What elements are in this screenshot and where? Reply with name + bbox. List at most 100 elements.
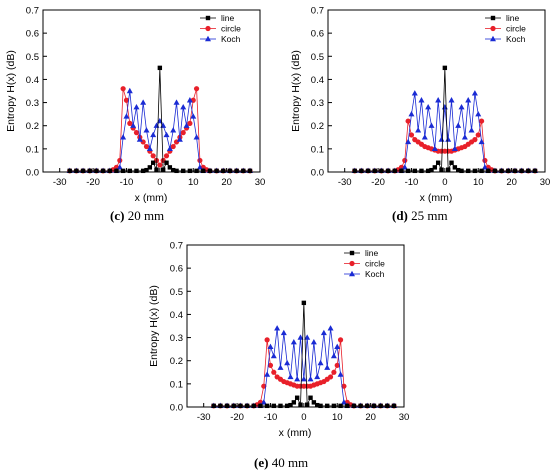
legend-marker	[349, 250, 355, 256]
data-point	[160, 167, 166, 172]
data-point	[432, 165, 438, 170]
x-tick-label: -30	[53, 177, 67, 188]
data-point	[337, 371, 344, 377]
data-point	[405, 118, 411, 124]
series-line	[69, 90, 250, 172]
data-point	[170, 143, 176, 150]
data-point	[307, 376, 314, 382]
x-tick-label: -10	[120, 177, 134, 188]
data-point	[187, 120, 193, 126]
data-point	[144, 167, 149, 173]
y-tick-label: 0.2	[26, 121, 39, 132]
data-point	[486, 168, 491, 174]
legend-marker	[490, 15, 496, 21]
data-point	[181, 168, 186, 174]
data-point	[180, 130, 186, 136]
data-point	[471, 90, 478, 96]
legend-label: circle	[221, 24, 241, 34]
data-point	[352, 168, 357, 174]
x-tick-label: 20	[221, 177, 232, 188]
data-point	[267, 343, 274, 350]
data-point	[455, 122, 462, 128]
data-point	[224, 403, 230, 409]
panel-e: 0.0 0.1 0.2 0.3 0.4 0.5 0.6 0.7 -30 -20 -10 0 10 20 30…	[148, 241, 409, 471]
legend-label: circle	[506, 24, 526, 34]
legend-marker	[490, 35, 496, 42]
x-tick-label: 20	[365, 412, 376, 423]
series-line	[354, 120, 535, 172]
y-tick-label: 0.2	[311, 121, 324, 132]
data-point	[154, 167, 159, 172]
series-line	[354, 67, 535, 172]
caption-letter: (d)	[392, 208, 408, 223]
data-point	[408, 132, 415, 138]
data-point	[385, 403, 390, 409]
data-point	[438, 136, 445, 142]
data-point	[304, 402, 310, 407]
data-point	[120, 168, 126, 174]
data-point	[300, 376, 307, 382]
data-point	[458, 104, 465, 110]
series-line	[67, 65, 253, 174]
data-point	[140, 168, 146, 174]
data-point	[331, 403, 337, 409]
data-point	[449, 160, 454, 165]
data-point	[163, 131, 170, 138]
data-point	[526, 168, 531, 174]
data-point	[218, 403, 223, 409]
data-point	[143, 127, 150, 133]
data-point	[247, 168, 253, 174]
y-tick-label: 0.4	[170, 310, 183, 321]
data-point	[445, 167, 451, 172]
x-tick-label: -20	[371, 177, 385, 188]
legend-label: line	[221, 13, 235, 23]
data-point	[277, 364, 284, 370]
data-point	[392, 168, 397, 174]
data-point	[167, 165, 173, 170]
x-tick-label: 10	[473, 177, 484, 188]
data-point	[194, 168, 199, 174]
data-point	[478, 138, 485, 145]
data-point	[201, 168, 206, 174]
data-point	[468, 127, 475, 133]
data-point	[445, 136, 452, 142]
data-point	[288, 402, 293, 408]
data-point	[378, 403, 383, 409]
x-tick-label: 20	[506, 177, 517, 188]
y-tick-label: 0.3	[170, 333, 183, 344]
data-point	[492, 168, 498, 174]
data-point	[291, 400, 297, 405]
data-point	[278, 403, 283, 409]
y-tick-label: 0.7	[311, 6, 324, 17]
x-tick-label: 30	[540, 177, 550, 188]
data-point	[143, 143, 150, 150]
data-point	[441, 104, 448, 110]
data-point	[325, 403, 330, 409]
data-point	[196, 164, 203, 170]
data-point	[465, 97, 472, 103]
data-point	[331, 369, 337, 375]
x-tick-label: -30	[197, 412, 211, 423]
data-point	[308, 395, 313, 400]
data-point	[186, 97, 193, 103]
data-point	[221, 168, 226, 174]
y-tick-label: 0.4	[26, 75, 39, 86]
data-point	[431, 145, 438, 152]
y-tick-label: 0.1	[311, 144, 324, 155]
data-point	[261, 383, 267, 389]
data-point	[399, 168, 404, 174]
y-tick-label: 0.6	[26, 29, 39, 40]
data-point	[340, 399, 347, 405]
data-point	[117, 157, 123, 164]
x-tick-label: 30	[255, 177, 266, 188]
x-tick-label: 10	[188, 177, 199, 188]
series-line	[69, 88, 250, 172]
data-point	[405, 168, 411, 174]
data-point	[425, 104, 432, 110]
x-tick-label: 30	[399, 412, 410, 423]
data-point	[461, 134, 468, 140]
x-tick-label: 0	[442, 177, 447, 188]
series-line	[213, 302, 394, 407]
y-tick-label: 0.5	[170, 287, 183, 298]
